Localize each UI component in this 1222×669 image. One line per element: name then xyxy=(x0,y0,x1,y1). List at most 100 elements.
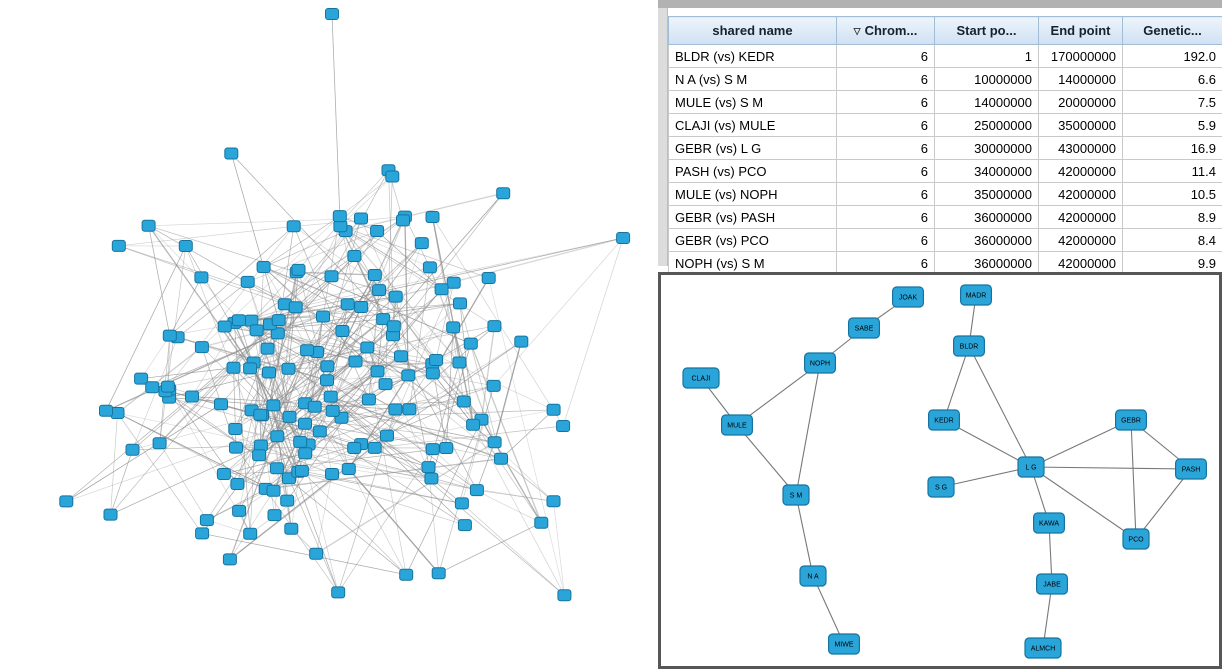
network-node[interactable] xyxy=(452,356,467,369)
node-shape[interactable] xyxy=(1024,637,1062,659)
network-node[interactable] xyxy=(367,269,382,281)
column-header-3[interactable]: End point xyxy=(1038,16,1123,45)
network-node[interactable] xyxy=(160,380,175,393)
cell-value[interactable]: 6.6 xyxy=(1122,67,1222,91)
cell-value[interactable]: 6 xyxy=(836,136,935,160)
cell-value[interactable]: 14000000 xyxy=(934,90,1039,114)
network-node[interactable] xyxy=(424,472,439,485)
network-node[interactable] xyxy=(463,337,478,350)
cell-value[interactable]: 6 xyxy=(836,182,935,206)
network-node[interactable] xyxy=(376,313,391,326)
network-node[interactable] xyxy=(469,484,484,497)
network-node[interactable] xyxy=(231,314,246,327)
network-node[interactable] xyxy=(240,275,255,288)
network-node[interactable] xyxy=(466,418,481,431)
network-node[interactable] xyxy=(280,494,295,507)
network-node[interactable] xyxy=(557,589,572,602)
network-node[interactable] xyxy=(325,404,340,417)
network-node[interactable] xyxy=(195,527,210,540)
network-node[interactable] xyxy=(335,325,350,337)
network-node[interactable]: KEDR xyxy=(928,409,960,431)
cell-value[interactable]: 170000000 xyxy=(1038,44,1123,68)
network-node[interactable] xyxy=(348,355,363,368)
network-node[interactable]: KAWA xyxy=(1033,512,1065,534)
network-node[interactable] xyxy=(228,423,243,435)
network-node[interactable]: MADR xyxy=(960,284,992,306)
network-node[interactable] xyxy=(380,429,394,442)
cell-value[interactable]: 35000000 xyxy=(934,182,1039,206)
network-node[interactable] xyxy=(496,187,511,200)
table-row[interactable]: NOPH (vs) S M 6 36000000 42000000 9.9 xyxy=(668,251,1222,275)
network-node[interactable] xyxy=(616,232,631,244)
network-node[interactable] xyxy=(332,210,347,223)
network-node[interactable] xyxy=(270,430,285,443)
network-node[interactable]: MIWE xyxy=(828,633,860,655)
cell-shared-name[interactable]: PASH (vs) PCO xyxy=(668,159,837,183)
network-node[interactable] xyxy=(152,437,167,450)
filter-icon[interactable]: ▽ xyxy=(853,26,861,36)
cell-value[interactable]: 36000000 xyxy=(934,205,1039,229)
cell-value[interactable]: 43000000 xyxy=(1038,136,1123,160)
cell-value[interactable]: 8.9 xyxy=(1122,205,1222,229)
cell-shared-name[interactable]: BLDR (vs) KEDR xyxy=(668,44,837,68)
network-node[interactable] xyxy=(481,272,496,284)
cell-value[interactable]: 20000000 xyxy=(1038,90,1123,114)
network-node[interactable] xyxy=(386,320,401,333)
network-node[interactable] xyxy=(199,514,214,527)
cell-value[interactable]: 6 xyxy=(836,44,935,68)
network-node[interactable] xyxy=(232,504,247,517)
network-node[interactable] xyxy=(367,441,382,454)
cell-shared-name[interactable]: GEBR (vs) PASH xyxy=(668,205,837,229)
network-node[interactable]: CLAJI xyxy=(682,367,720,389)
network-node[interactable]: PASH xyxy=(1175,458,1207,480)
network-node[interactable] xyxy=(446,276,461,289)
network-node[interactable] xyxy=(425,211,440,223)
network-node[interactable] xyxy=(487,320,502,333)
network-node[interactable] xyxy=(333,220,348,233)
network-node[interactable] xyxy=(185,390,199,403)
cell-value[interactable]: 11.4 xyxy=(1122,159,1222,183)
network-node[interactable] xyxy=(59,495,74,508)
network-node[interactable] xyxy=(388,403,403,416)
network-node[interactable] xyxy=(284,522,299,535)
network-node[interactable] xyxy=(178,240,193,252)
node-shape[interactable] xyxy=(1115,409,1147,431)
network-node[interactable] xyxy=(99,404,113,417)
network-node[interactable] xyxy=(298,417,312,430)
network-node[interactable] xyxy=(394,350,408,363)
network-node[interactable]: N A xyxy=(799,565,827,587)
cell-shared-name[interactable]: GEBR (vs) PCO xyxy=(668,228,837,252)
network-node[interactable] xyxy=(347,250,362,262)
network-node[interactable] xyxy=(111,239,126,252)
cell-value[interactable]: 1 xyxy=(934,44,1039,68)
network-node[interactable] xyxy=(222,553,237,566)
network-node[interactable] xyxy=(487,436,502,449)
network-node[interactable]: SABE xyxy=(848,317,880,339)
table-row[interactable]: PASH (vs) PCO 6 34000000 42000000 11.4 xyxy=(668,159,1222,183)
cell-value[interactable]: 8.4 xyxy=(1122,228,1222,252)
network-node[interactable] xyxy=(286,220,301,233)
cell-value[interactable]: 10.5 xyxy=(1122,182,1222,206)
cell-shared-name[interactable]: MULE (vs) S M xyxy=(668,90,837,114)
table-row[interactable]: BLDR (vs) KEDR 6 1 170000000 192.0 xyxy=(668,44,1222,68)
network-node[interactable] xyxy=(281,362,296,375)
node-shape[interactable] xyxy=(953,335,985,357)
detail-network-canvas[interactable]: JOAK SABE NOPH CLAJI MULE S M N A MIWE MADR BLDR K… xyxy=(661,275,1219,666)
network-node[interactable] xyxy=(320,360,335,373)
network-node[interactable] xyxy=(320,374,334,387)
node-shape[interactable] xyxy=(682,367,720,389)
node-shape[interactable] xyxy=(828,633,860,655)
network-node[interactable]: JABE xyxy=(1036,573,1068,595)
network-node[interactable] xyxy=(243,527,258,540)
network-node[interactable] xyxy=(216,468,231,480)
cell-value[interactable]: 6 xyxy=(836,113,935,137)
node-shape[interactable] xyxy=(804,352,836,374)
cell-value[interactable]: 42000000 xyxy=(1038,182,1123,206)
network-node[interactable] xyxy=(446,321,461,334)
network-node[interactable] xyxy=(282,410,297,423)
network-node[interactable] xyxy=(291,263,306,276)
network-node[interactable] xyxy=(439,442,454,454)
network-node[interactable] xyxy=(546,403,561,416)
network-node[interactable]: S G xyxy=(927,476,955,498)
network-node[interactable] xyxy=(253,408,268,421)
